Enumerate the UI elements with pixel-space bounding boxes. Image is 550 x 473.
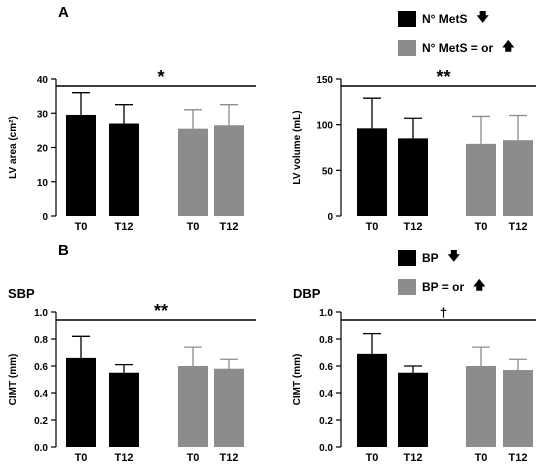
y-axis-label: LV volume (mL) — [292, 110, 303, 184]
x-tick-label: T0 — [187, 221, 200, 233]
significance-marker: * — [157, 67, 164, 87]
chart-title: DBP — [293, 286, 321, 301]
x-tick-label: T12 — [220, 221, 239, 233]
y-tick-label: 0.2 — [34, 416, 48, 427]
legend-swatch-black — [398, 10, 416, 27]
y-axis-label: LV area (cm²) — [8, 116, 19, 179]
significance-marker: ** — [154, 301, 168, 321]
x-tick-label: T12 — [115, 452, 134, 464]
legend-swatch-black — [398, 249, 416, 266]
y-tick-label: 30 — [37, 109, 49, 120]
bar — [178, 128, 208, 216]
legend-item-group2: BP = or 🡅 — [398, 276, 485, 297]
bar — [214, 368, 244, 447]
y-axis-label: CIMT (mm) — [292, 354, 303, 406]
x-tick-label: T0 — [75, 452, 88, 464]
y-tick-label: 0.8 — [319, 335, 333, 346]
bar — [398, 138, 428, 216]
legend-label: N° MetS — [422, 11, 468, 26]
y-tick-label: 50 — [322, 166, 334, 177]
x-tick-label: T12 — [404, 452, 423, 464]
legend-item-group1: BP 🡇 — [398, 247, 485, 268]
y-tick-label: 0.2 — [319, 416, 333, 427]
significance-marker: † — [440, 305, 447, 320]
bar — [214, 125, 244, 216]
x-tick-label: T12 — [509, 221, 528, 233]
x-tick-label: T0 — [475, 221, 488, 233]
up-arrow-icon: 🡅 — [502, 39, 515, 53]
y-tick-label: 20 — [37, 144, 49, 155]
y-tick-label: 0.6 — [34, 362, 48, 373]
x-tick-label: T12 — [404, 221, 423, 233]
significance-marker: ** — [436, 67, 450, 87]
bar — [109, 372, 139, 447]
y-tick-label: 1.0 — [34, 308, 48, 319]
y-tick-label: 0 — [327, 212, 333, 223]
panel-label-a: A — [58, 4, 69, 21]
legend-label: N° MetS = or — [422, 40, 494, 55]
bar — [466, 366, 496, 447]
x-tick-label: T0 — [187, 452, 200, 464]
legend-a: N° MetS 🡇 N° MetS = or 🡅 — [398, 8, 515, 58]
bar — [503, 140, 533, 216]
bar — [66, 114, 96, 216]
y-tick-label: 40 — [37, 75, 49, 86]
x-tick-label: T12 — [115, 221, 134, 233]
down-arrow-icon: 🡇 — [476, 10, 489, 24]
y-tick-label: 0.4 — [319, 389, 333, 400]
bar — [66, 357, 96, 447]
y-tick-label: 0.0 — [34, 443, 48, 454]
legend-label: BP — [422, 250, 439, 265]
x-tick-label: T12 — [509, 452, 528, 464]
y-axis-label: CIMT (mm) — [8, 354, 19, 406]
up-arrow-icon: 🡅 — [473, 278, 486, 292]
down-arrow-icon: 🡇 — [447, 249, 461, 263]
y-tick-label: 0.4 — [34, 389, 48, 400]
x-tick-label: T0 — [366, 452, 379, 464]
legend-label: BP = or — [422, 279, 465, 294]
bar — [178, 366, 208, 447]
y-tick-label: 100 — [316, 121, 333, 132]
legend-item-group2: N° MetS = or 🡅 — [398, 37, 515, 58]
legend-swatch-gray — [398, 39, 416, 56]
bar — [357, 353, 387, 447]
bar — [466, 143, 496, 216]
bar — [109, 123, 139, 216]
bar — [398, 372, 428, 447]
legend-swatch-gray — [398, 278, 416, 295]
x-tick-label: T0 — [366, 221, 379, 233]
bar — [503, 370, 533, 447]
y-tick-label: 10 — [37, 178, 49, 189]
y-tick-label: 1.0 — [319, 308, 333, 319]
x-tick-label: T0 — [75, 221, 88, 233]
y-tick-label: 0 — [42, 212, 48, 223]
x-tick-label: T12 — [220, 452, 239, 464]
y-tick-label: 0.6 — [319, 362, 333, 373]
chart-title: SBP — [8, 286, 35, 301]
y-tick-label: 0.0 — [319, 443, 333, 454]
y-tick-label: 150 — [316, 75, 333, 86]
x-tick-label: T0 — [475, 452, 488, 464]
bar — [357, 128, 387, 216]
legend-item-group1: N° MetS 🡇 — [398, 8, 515, 29]
y-tick-label: 0.8 — [34, 335, 48, 346]
panel-label-b: B — [58, 242, 69, 259]
legend-b: BP 🡇 BP = or 🡅 — [398, 247, 485, 297]
